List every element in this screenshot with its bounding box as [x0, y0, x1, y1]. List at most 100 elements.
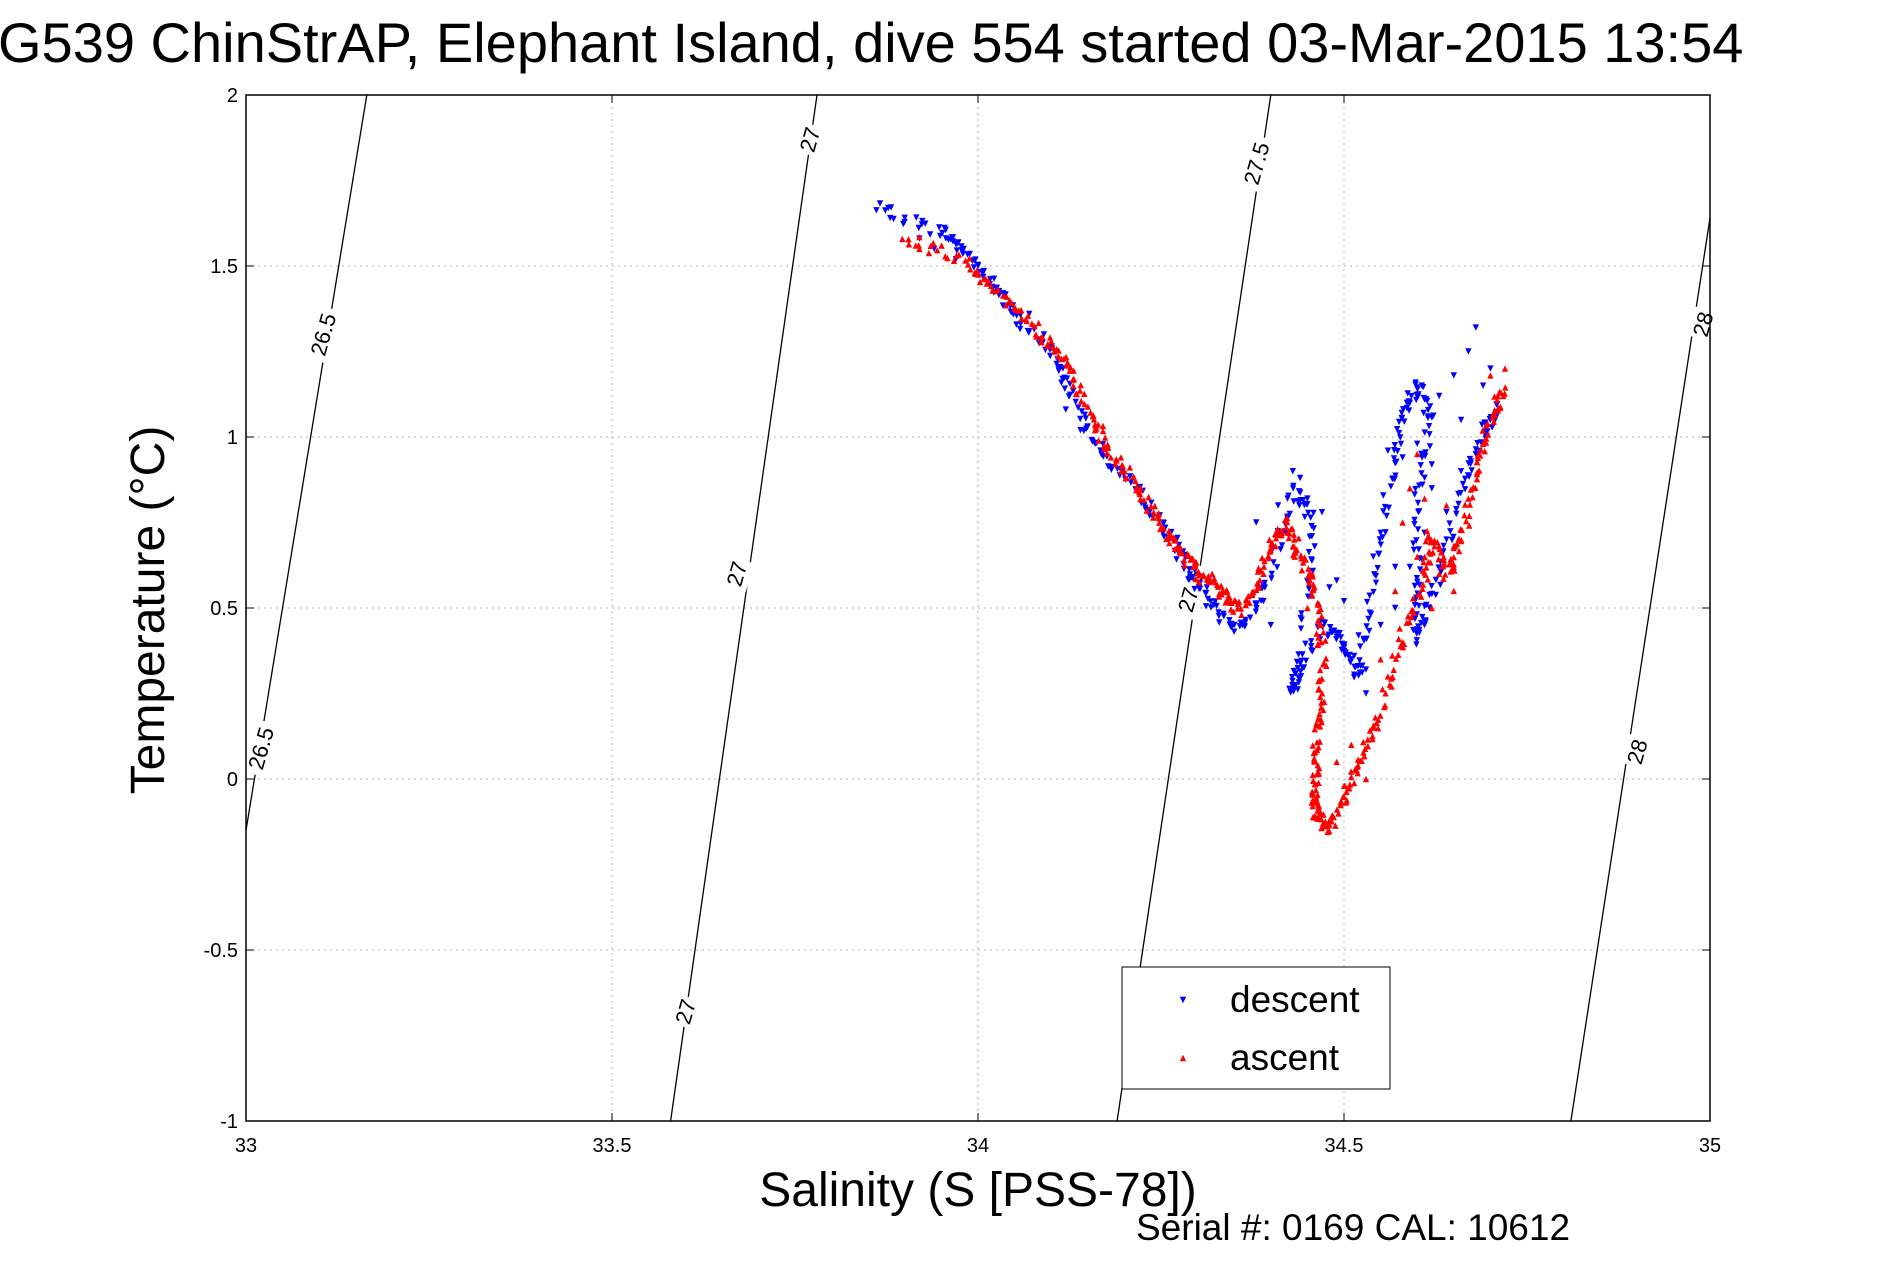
- ascent-point: [1374, 725, 1382, 732]
- descent-point: [1455, 500, 1462, 508]
- descent-point: [1450, 533, 1457, 541]
- ascent-point: [1419, 581, 1427, 588]
- descent-point: [1446, 520, 1453, 527]
- descent-point: [1078, 408, 1085, 415]
- ascent-point: [1493, 396, 1501, 404]
- ascent-point: [1494, 406, 1501, 413]
- ascent-point: [1436, 570, 1443, 577]
- descent-point: [1336, 630, 1343, 637]
- descent-point: [1416, 581, 1423, 589]
- descent-point: [1326, 584, 1333, 591]
- x-tick-label: 34.5: [1325, 1135, 1364, 1157]
- descent-point: [1428, 414, 1436, 421]
- descent-point: [1077, 415, 1084, 423]
- ascent-point: [1324, 828, 1331, 836]
- ascent-point: [1320, 661, 1327, 668]
- descent-point: [1432, 591, 1439, 599]
- ascent-point: [1487, 372, 1494, 379]
- descent-point: [1392, 563, 1399, 571]
- descent-point: [1415, 546, 1422, 553]
- descent-point: [1421, 429, 1428, 436]
- ascent-point: [1195, 578, 1203, 586]
- descent-point: [1383, 512, 1390, 520]
- ascent-point: [1000, 292, 1007, 299]
- ascent-point: [1326, 821, 1333, 828]
- descent-point: [1413, 575, 1421, 582]
- ascent-point: [1369, 735, 1376, 743]
- descent-point: [1365, 615, 1372, 623]
- descent-point: [1362, 690, 1370, 697]
- descent-point: [1393, 426, 1401, 433]
- descent-point: [1472, 446, 1480, 453]
- ascent-point: [1023, 317, 1030, 325]
- ascent-point: [1031, 322, 1038, 330]
- ascent-point: [1399, 644, 1407, 651]
- descent-point: [1220, 613, 1227, 620]
- descent-point: [1186, 571, 1194, 578]
- ascent-point: [976, 278, 984, 286]
- descent-point: [1422, 618, 1429, 625]
- ascent-point: [1310, 581, 1317, 588]
- descent-point: [1372, 579, 1380, 586]
- descent-point: [1309, 648, 1316, 655]
- descent-point: [873, 207, 880, 214]
- ascent-point: [1361, 753, 1368, 760]
- descent-point: [1289, 468, 1296, 475]
- ascent-point: [1315, 779, 1322, 786]
- descent-point: [1063, 375, 1071, 382]
- descent-point: [1363, 598, 1371, 606]
- ascent-point: [1269, 539, 1276, 547]
- ascent-point: [1377, 712, 1384, 719]
- ascent-point: [1178, 549, 1185, 557]
- ascent-point: [1257, 567, 1265, 574]
- x-tick-label: 35: [1699, 1135, 1721, 1157]
- ascent-point: [1484, 420, 1491, 427]
- descent-point: [1426, 604, 1433, 611]
- descent-point: [1382, 529, 1389, 536]
- ascent-point: [1348, 741, 1355, 748]
- ascent-point: [1274, 525, 1281, 533]
- ascent-point: [1090, 416, 1098, 423]
- descent-point: [1333, 633, 1341, 641]
- ascent-point: [1104, 441, 1111, 448]
- ascent-point: [1140, 496, 1148, 504]
- y-tick-label: 0: [227, 769, 238, 791]
- descent-point: [1191, 585, 1198, 593]
- ascent-point: [1333, 758, 1340, 766]
- ascent-point: [1490, 418, 1497, 425]
- descent-point: [1097, 447, 1104, 454]
- ascent-point: [1463, 517, 1470, 525]
- descent-point: [1418, 450, 1425, 458]
- ascent-point: [1316, 723, 1324, 730]
- ascent-point: [1315, 634, 1322, 641]
- ascent-point: [1008, 299, 1015, 306]
- ascent-point: [1274, 529, 1282, 536]
- ascent-point: [1443, 502, 1450, 509]
- descent-point: [1297, 673, 1305, 680]
- ascent-point: [1309, 771, 1316, 779]
- ascent-point: [1318, 824, 1325, 832]
- descent-point: [1348, 656, 1355, 663]
- ascent-point: [1420, 558, 1427, 566]
- ascent-point: [1101, 434, 1109, 441]
- contour-label: 26.5: [302, 304, 344, 365]
- ascent-point: [1289, 525, 1296, 532]
- descent-point: [1411, 615, 1419, 623]
- ascent-point: [1439, 562, 1446, 570]
- ascent-point: [1396, 625, 1403, 632]
- density-contour-28: [1570, 218, 1711, 1122]
- descent-point: [1026, 310, 1033, 318]
- contour-label-text: 26.5: [243, 724, 279, 772]
- descent-point: [1415, 508, 1422, 516]
- ascent-point: [1466, 512, 1473, 519]
- legend-ascent-label: ascent: [1230, 1037, 1340, 1078]
- ascent-point: [1192, 575, 1199, 583]
- descent-point: [1479, 382, 1487, 389]
- descent-point: [1290, 498, 1297, 505]
- ascent-point: [987, 282, 995, 289]
- descent-point: [1307, 514, 1314, 521]
- descent-point: [1273, 564, 1281, 571]
- y-tick-label: 1.5: [210, 256, 238, 278]
- descent-point: [1212, 598, 1219, 605]
- ascent-point: [1440, 575, 1447, 582]
